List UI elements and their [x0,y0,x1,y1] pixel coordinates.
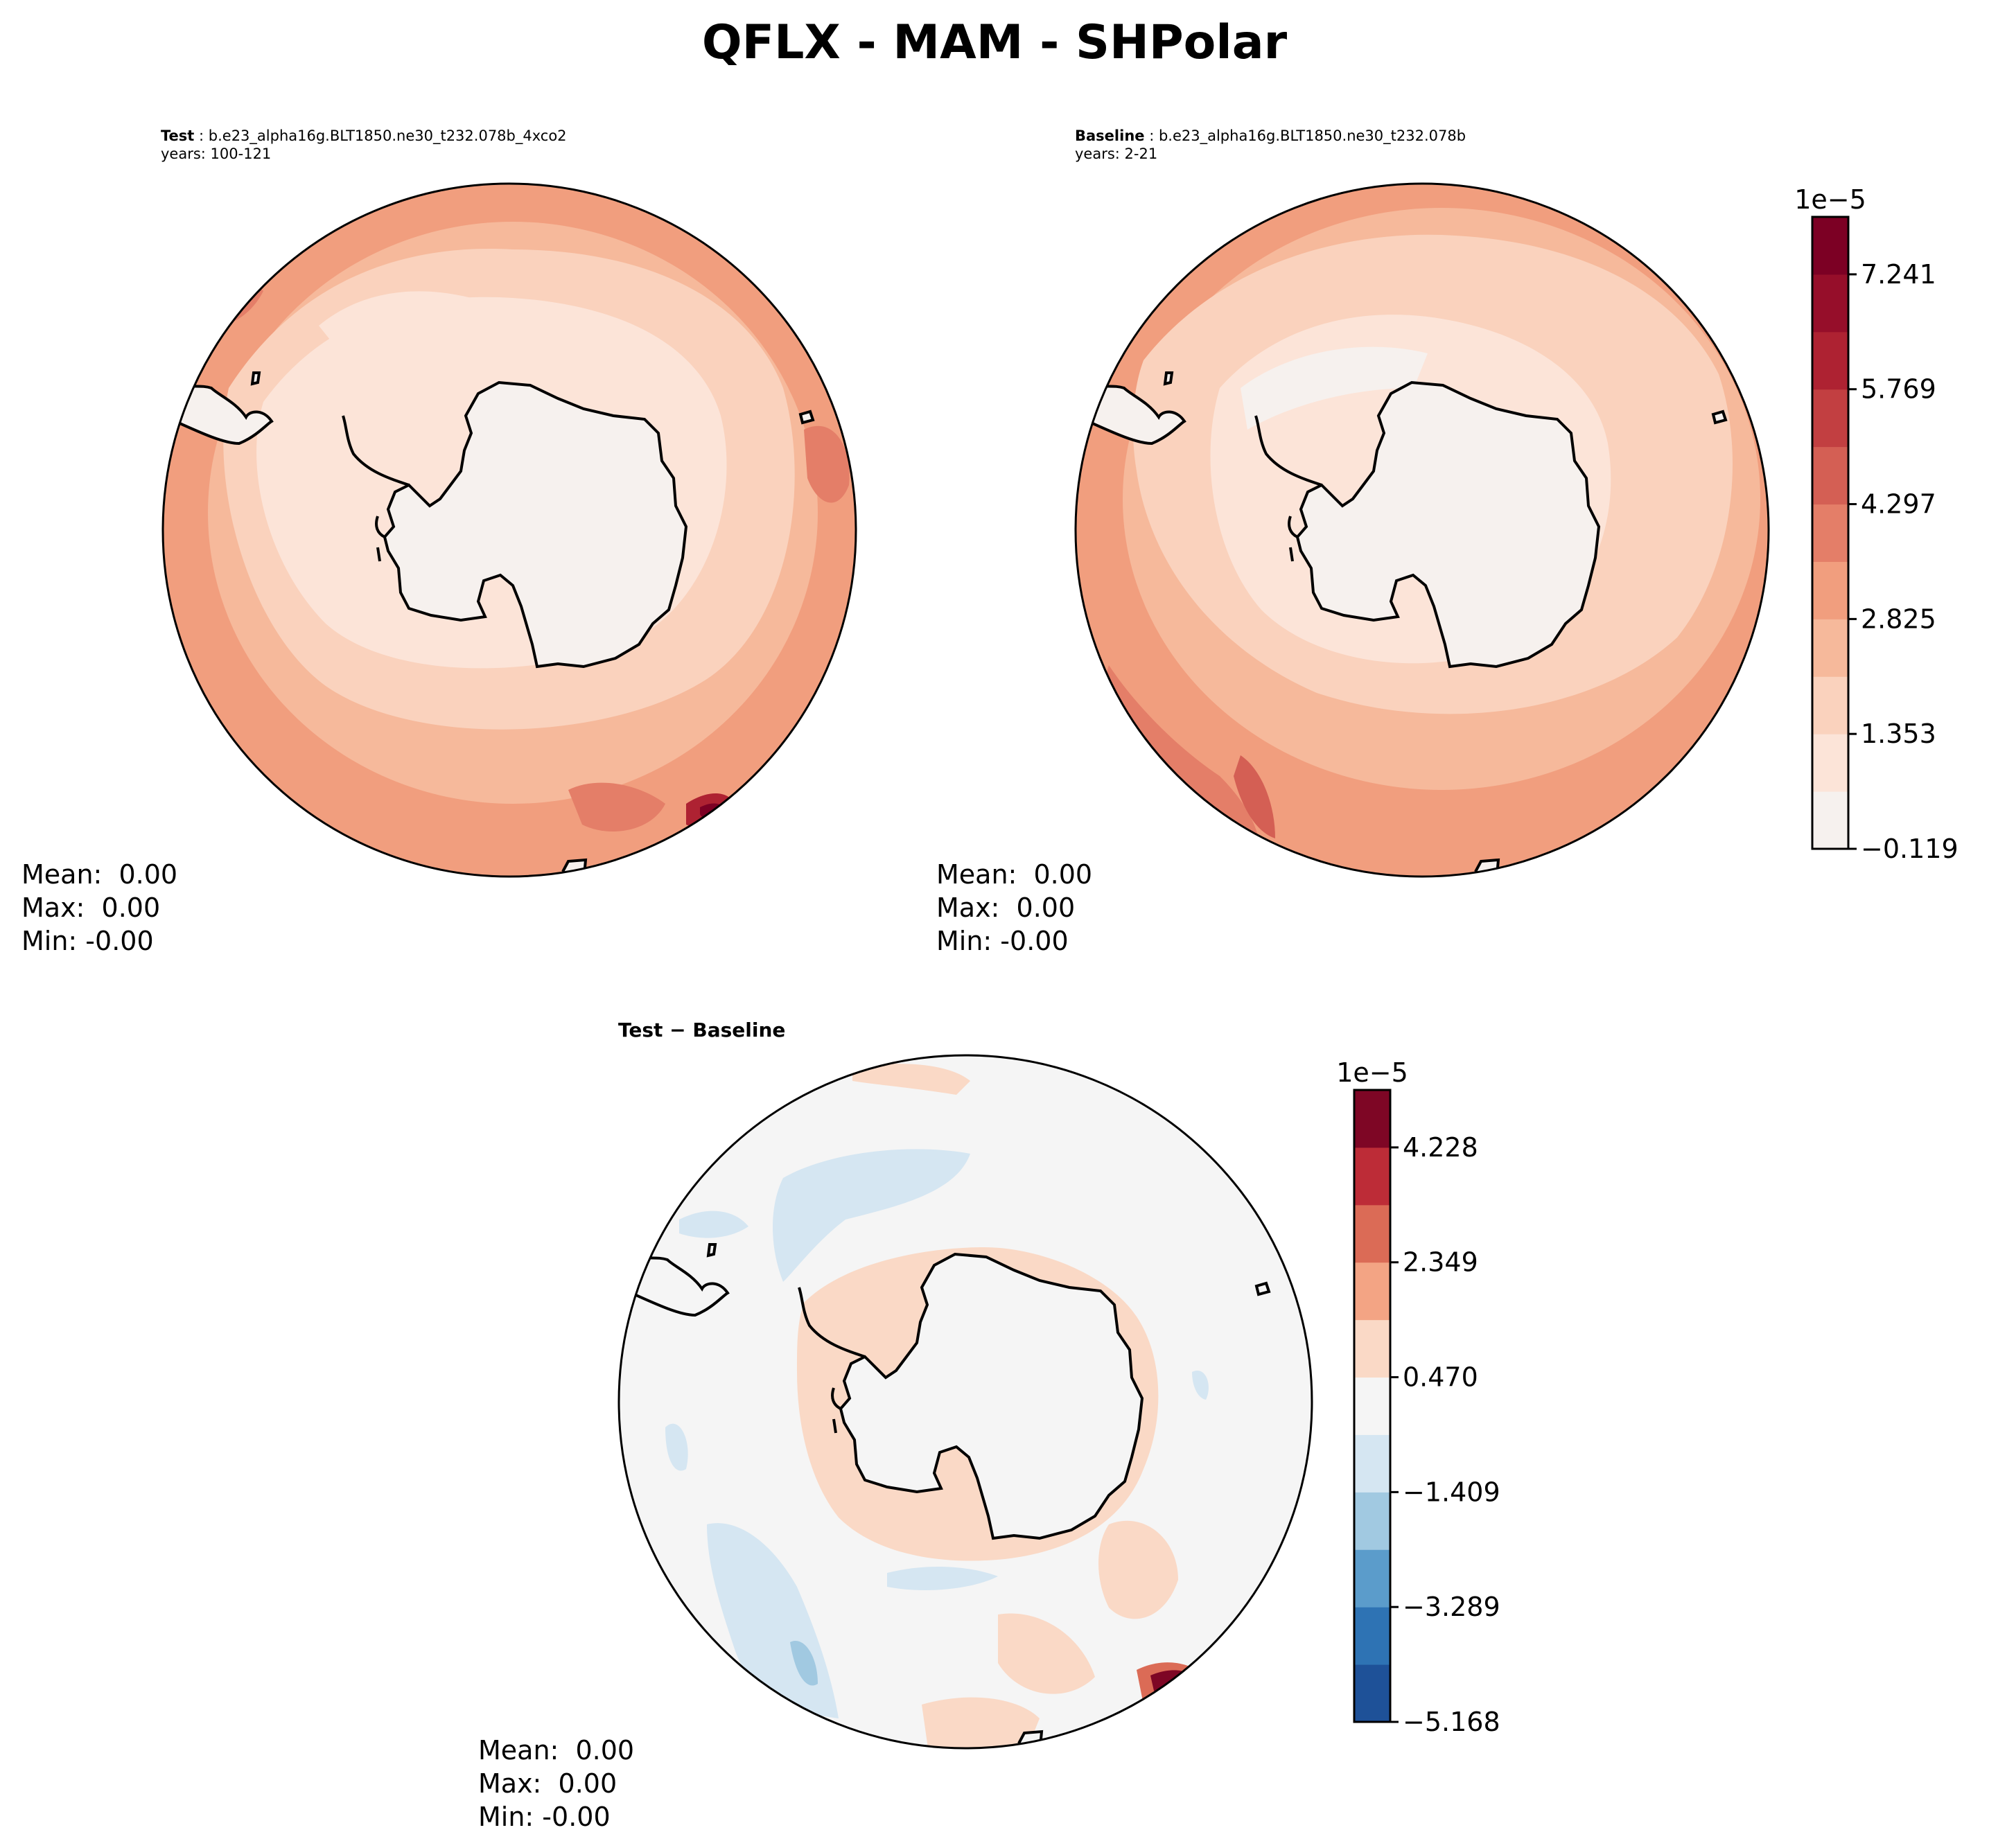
main-colorbar-tick-label: 4.297 [1861,489,1936,520]
diff-colorbar: −5.168 −3.289 −1.409 0.470 2.349 4.228 1e−5 [1336,1057,1500,1737]
baseline-field-patch-sw [1103,665,1261,859]
baseline-label: Baseline [1075,127,1145,144]
test-min: Min: -0.00 [21,926,154,956]
test-field-patch-east [804,425,850,503]
baseline-coast-detail [1288,516,1299,562]
main-colorbar-frame [1811,215,1850,850]
baseline-map [1074,182,1770,878]
baseline-stats: Mean: 0.00 Max: 0.00 Min: -0.00 [936,858,1092,958]
test-south-america [163,382,274,446]
main-colorbar-level-7 [1812,389,1848,448]
diff-colorbar-tick-label: 4.228 [1403,1132,1478,1163]
diff-field-negative-west [665,1423,688,1471]
test-case: b.e23_alpha16g.BLT1850.ne30_t232.078b_4x… [208,127,567,144]
baseline-peninsula [1254,415,1322,486]
baseline-mean: Mean: 0.00 [936,859,1093,890]
diff-colorbar-level-10 [1354,1090,1390,1148]
diff-min: Min: -0.00 [478,1802,611,1832]
test-years: years: 100-121 [161,146,272,162]
main-colorbar-level-9 [1812,274,1848,333]
main-colorbar-tick-label: 2.825 [1861,604,1936,634]
baseline-field-band-1 [1241,346,1428,430]
main-colorbar-tick-label: −0.119 [1861,834,1959,864]
diff-colorbar-frame [1353,1089,1392,1723]
baseline-antarctica [1295,380,1601,669]
diff-colorbar-tick-label: −3.289 [1403,1592,1500,1622]
diff-field-positive-se [1098,1520,1178,1619]
diff-panel-title: Test − Baseline [618,1019,786,1041]
diff-map [617,1054,1313,1750]
diff-field-negative-sw-core [790,1641,818,1686]
main-colorbar-level-4 [1812,561,1848,619]
diff-field-peak [1137,1662,1206,1707]
diff-field-positive-south [998,1613,1095,1694]
diff-field-negative-north [773,1149,970,1282]
diff-coast-detail [831,1387,842,1434]
diff-colorbar-level-0 [1354,1664,1390,1723]
baseline-case: b.e23_alpha16g.BLT1850.ne30_t232.078b [1158,127,1466,144]
main-colorbar-exponent: 1e−5 [1794,184,1866,215]
diff-field-negative-east [1192,1371,1209,1400]
diff-colorbar-tick-label: −1.409 [1403,1477,1500,1507]
main-colorbar: −0.119 1.353 2.825 4.297 5.769 7.241 1e−5 [1794,184,1958,864]
diff-colorbar-level-8 [1354,1204,1390,1263]
diff-colorbar-level-5 [1354,1377,1390,1435]
test-max: Max: 0.00 [21,892,161,923]
diff-colorbar-tick-label: 2.349 [1403,1247,1478,1278]
diff-colorbar-level-7 [1354,1262,1390,1321]
main-colorbar-tick-label: 1.353 [1861,719,1936,749]
test-map-boundary [161,182,857,878]
main-colorbar-level-8 [1812,331,1848,390]
diff-colorbar-level-3 [1354,1492,1390,1550]
diff-colorbar-level-9 [1354,1147,1390,1206]
test-antarctica [383,380,688,669]
baseline-panel-title: Baseline : b.e23_alpha16g.BLT1850.ne30_t… [1075,127,1466,162]
diff-colorbar-tick-label: −5.168 [1403,1707,1500,1737]
test-field-patch-south [568,782,665,831]
main-colorbar-level-1 [1812,734,1848,792]
main-colorbar-level-3 [1812,619,1848,677]
diff-colorbar-level-1 [1354,1607,1390,1665]
diff-colorbar-exponent: 1e−5 [1336,1057,1408,1088]
test-peninsula [342,415,410,486]
baseline-min: Min: -0.00 [936,926,1069,956]
baseline-max: Max: 0.00 [936,892,1076,923]
main-colorbar-level-5 [1812,504,1848,562]
main-colorbar-level-6 [1812,446,1848,505]
diff-colorbar-tick-label: 0.470 [1403,1362,1478,1393]
main-colorbar-level-10 [1812,217,1848,275]
baseline-map-boundary [1074,182,1770,878]
baseline-field-patch-sw-core [1234,755,1275,838]
diff-south-america [619,1254,730,1317]
diff-map-boundary [617,1054,1313,1750]
main-colorbar-level-2 [1812,676,1848,734]
diff-colorbar-level-4 [1354,1434,1390,1493]
main-colorbar-tick-label: 7.241 [1861,259,1936,290]
diff-field-positive-bottom [922,1697,1040,1748]
test-map [161,182,857,878]
diff-field-positive-north [852,1064,970,1095]
main-colorbar-tick-label: 5.769 [1861,374,1936,405]
main-colorbar-level-0 [1812,791,1848,850]
diff-antarctica [839,1252,1144,1540]
test-field-streak [319,291,499,360]
test-stats: Mean: 0.00 Max: 0.00 Min: -0.00 [21,858,177,958]
diff-field-negative-south [887,1566,998,1590]
diff-colorbar-level-2 [1354,1549,1390,1608]
test-coast-detail [375,516,386,562]
diff-colorbar-level-6 [1354,1319,1390,1378]
test-panel-title: Test : b.e23_alpha16g.BLT1850.ne30_t232.… [161,127,567,162]
test-mean: Mean: 0.00 [21,859,178,890]
baseline-years: years: 2-21 [1075,146,1158,162]
diff-mean: Mean: 0.00 [478,1735,635,1766]
baseline-south-america [1076,382,1186,446]
diff-max: Max: 0.00 [478,1768,617,1799]
figure-title: QFLX - MAM - SHPolar [701,15,1288,70]
diff-peninsula [798,1287,866,1358]
test-label: Test [161,127,195,144]
diff-stats: Mean: 0.00 Max: 0.00 Min: -0.00 [478,1734,634,1833]
diff-field-negative-nw [679,1211,748,1238]
